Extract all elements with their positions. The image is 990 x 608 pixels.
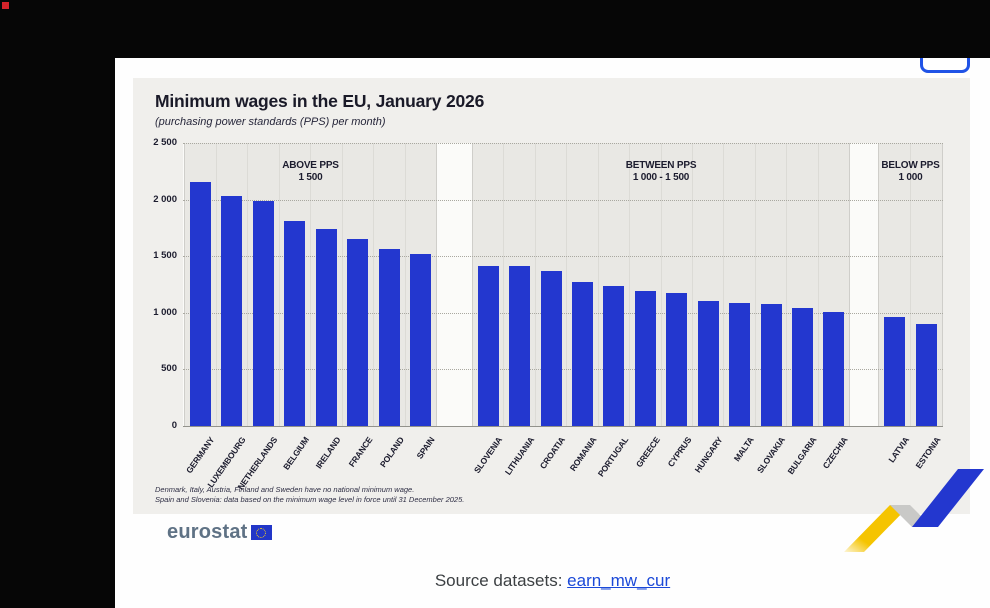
bar-ireland (315, 229, 337, 426)
chart-subtitle: (purchasing power standards (PPS) per mo… (155, 116, 386, 128)
record-dot-icon (2, 2, 9, 9)
group-header: ABOVE PPS 1 500 (282, 160, 339, 183)
bar-bulgaria (791, 308, 813, 426)
plot-area: ABOVE PPS 1 500 GERMANY LUXEMBOURG NETHERL… (183, 143, 943, 492)
top-black-bar (0, 0, 990, 58)
x-axis-line (183, 426, 943, 427)
country-column: ESTONIA (911, 143, 943, 470)
bar-cyprus (666, 293, 688, 426)
gridline (183, 199, 943, 201)
bar-hungary (697, 301, 719, 426)
bar-czechia (823, 312, 845, 426)
country-column: CROATIA (536, 143, 568, 471)
bar-latvia (884, 317, 905, 426)
gridline (183, 256, 943, 258)
y-tick-label: 0 (171, 420, 177, 431)
bar-netherlands (252, 201, 274, 426)
country-column: CYPRUS (662, 143, 693, 469)
eurostat-logo-text: eurostat (167, 521, 248, 543)
y-tick-label: 2 500 (153, 137, 177, 148)
country-column: BELGIUM (280, 143, 311, 472)
country-column: SLOVAKIA (755, 143, 788, 475)
eu-flag-icon (250, 525, 272, 540)
country-column: MALTA (724, 143, 756, 463)
bar-slovenia (477, 266, 499, 426)
gridline (183, 143, 943, 144)
bar-slovakia (760, 304, 782, 426)
footnote-line-1: Denmark, Italy, Austria, Finland and Swe… (155, 485, 415, 494)
footnote-line-2: Spain and Slovenia: data based on the mi… (155, 495, 465, 504)
y-tick-label: 1 000 (153, 306, 177, 318)
chart-title: Minimum wages in the EU, January 2026 (155, 91, 485, 111)
country-label: POLAND (377, 435, 406, 470)
bar-estonia (916, 324, 937, 426)
bar-greece (634, 291, 656, 426)
eurostat-arrow-graphic (844, 469, 984, 552)
group-header: BELOW PPS 1 000 (881, 160, 940, 183)
y-tick-label: 1 500 (153, 250, 177, 262)
bar-poland (378, 249, 400, 426)
bar-malta (729, 303, 751, 426)
country-column: HUNGARY (693, 143, 725, 475)
bar-luxembourg (221, 196, 243, 426)
country-column: ROMANIA (567, 143, 599, 473)
country-column: SPAIN (406, 143, 437, 461)
chart-card: Minimum wages in the EU, January 2026 (p… (133, 78, 970, 514)
bar-france (347, 239, 369, 426)
gridline (183, 312, 943, 314)
y-tick-label: 2 000 (153, 193, 177, 205)
eurostat-logo: eurostat (167, 521, 272, 544)
country-column: IRELAND (311, 143, 343, 471)
bar-croatia (540, 271, 562, 426)
y-axis: 2 500 2 000 1 500 1 000 500 0 (133, 137, 179, 431)
country-column: LATVIA (879, 143, 911, 464)
country-column: BULGARIA (786, 143, 819, 476)
bar-portugal (603, 286, 625, 426)
country-column: SLOVENIA (472, 143, 505, 475)
country-column: CZECHIA (819, 143, 850, 471)
left-black-panel (0, 0, 115, 608)
group-header: BETWEEN PPS 1 000 - 1 500 (625, 160, 697, 183)
group-panel-above: ABOVE PPS 1 500 GERMANY LUXEMBOURG NETHERL… (184, 143, 437, 492)
bar-lithuania (509, 266, 531, 426)
bar-romania (571, 282, 593, 426)
country-column: FRANCE (343, 143, 374, 469)
country-column: GERMANY (184, 143, 217, 475)
bar-germany (189, 182, 211, 426)
bar-spain (410, 254, 432, 426)
country-column: POLAND (374, 143, 406, 469)
country-label: SPAIN (414, 435, 437, 461)
y-tick-label: 500 (161, 363, 177, 375)
group-panel-below: BELOW PPS 1 000 LATVIA ESTONIA (878, 143, 943, 470)
country-column: LUXEMBOURG (206, 143, 248, 489)
source-dataset-link[interactable]: earn_mw_cur (567, 571, 671, 590)
source-line: Source datasets: earn_mw_cur (115, 571, 990, 591)
country-column: GREECE (630, 143, 662, 469)
country-column: PORTUGAL (595, 143, 631, 478)
country-column: NETHERLANDS (236, 143, 280, 492)
country-column: LITHUANIA (502, 143, 536, 477)
source-label: Source datasets: (434, 571, 563, 590)
gridline (183, 369, 943, 371)
bar-belgium (284, 221, 306, 426)
group-panel-between: BETWEEN PPS 1 000 - 1 500 SLOVENIA LITHUA… (472, 143, 850, 478)
